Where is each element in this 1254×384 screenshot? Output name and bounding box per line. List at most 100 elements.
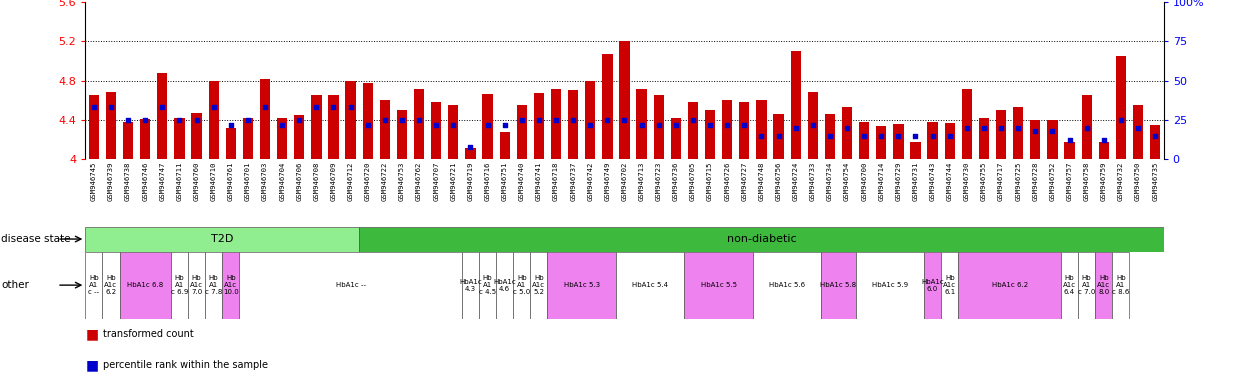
Bar [962,89,972,159]
Text: GSM946711: GSM946711 [177,161,182,201]
Point [84,104,104,111]
Bar [1095,252,1112,319]
Point [597,117,617,123]
Bar [1013,107,1023,159]
Text: GSM946760: GSM946760 [193,161,199,201]
Bar [586,81,596,159]
Text: percentile rank within the sample: percentile rank within the sample [103,360,267,370]
Bar [380,100,390,159]
Bar [226,128,236,159]
Text: Hb
A1c
6.4: Hb A1c 6.4 [1063,275,1076,295]
Bar [821,252,855,319]
Bar [1061,252,1078,319]
Bar [688,102,698,159]
Text: GSM946753: GSM946753 [399,161,405,201]
Point [683,117,703,123]
Bar [345,81,356,159]
Bar [295,115,305,159]
Text: GSM946743: GSM946743 [929,161,935,201]
Point [648,122,668,128]
Point [494,122,514,128]
Bar [1047,120,1057,159]
Point [939,133,959,139]
Bar [105,93,117,159]
Point [905,133,925,139]
Text: GSM946715: GSM946715 [707,161,714,201]
Bar [171,252,188,319]
Text: Hb
A1c
5.2: Hb A1c 5.2 [533,275,545,295]
Text: GSM946752: GSM946752 [1050,161,1056,201]
Text: ■: ■ [85,358,98,372]
Text: GSM946740: GSM946740 [519,161,524,201]
Point [563,117,583,123]
Point [836,125,856,131]
Text: GSM946731: GSM946731 [913,161,918,201]
Text: other: other [1,280,29,290]
Bar [414,89,424,159]
Point [324,104,344,111]
Point [306,104,326,111]
Point [666,122,686,128]
Bar [362,83,372,159]
Point [1060,137,1080,144]
Point [1129,125,1149,131]
Point [203,104,223,111]
Text: HbA1c 6.2: HbA1c 6.2 [992,282,1028,288]
Point [769,133,789,139]
Text: HbA1c --: HbA1c -- [336,282,366,288]
Text: Hb
A1
c 7.0: Hb A1 c 7.0 [1078,275,1095,295]
Text: Hb
A1c
6.2: Hb A1c 6.2 [104,275,118,295]
Point [221,122,241,128]
Point [1042,128,1062,134]
Text: GSM946707: GSM946707 [433,161,439,201]
Bar [461,252,479,319]
Bar [396,110,408,159]
Point [409,117,429,123]
Bar [942,252,958,319]
Bar [979,118,989,159]
Text: GSM946738: GSM946738 [125,161,132,201]
Text: GSM946723: GSM946723 [656,161,662,201]
Bar [790,51,801,159]
Bar [774,114,784,159]
Bar [479,252,497,319]
Text: GSM946724: GSM946724 [793,161,799,201]
Text: GSM946761: GSM946761 [228,161,233,201]
Bar [859,122,869,159]
Point [786,125,806,131]
Text: GSM946703: GSM946703 [262,161,268,201]
Text: GSM946741: GSM946741 [535,161,542,201]
Text: GSM946742: GSM946742 [587,161,593,201]
Bar [1081,95,1092,159]
Text: Hb
A1
c 5.0: Hb A1 c 5.0 [513,275,530,295]
Text: HbA1c
4.6: HbA1c 4.6 [493,279,517,291]
Text: GSM946755: GSM946755 [981,161,987,201]
Text: transformed count: transformed count [103,329,193,339]
Text: GSM946733: GSM946733 [810,161,816,201]
Bar [739,102,750,159]
Text: GSM946729: GSM946729 [895,161,902,201]
Text: GSM946710: GSM946710 [211,161,217,201]
Point [118,117,138,123]
Text: GSM946748: GSM946748 [759,161,765,201]
Text: GSM946756: GSM946756 [775,161,781,201]
Point [375,117,395,123]
Text: GSM946718: GSM946718 [553,161,559,201]
Text: GSM946708: GSM946708 [314,161,320,201]
Bar [958,252,1061,319]
Point [393,117,413,123]
Text: GSM946735: GSM946735 [1152,161,1159,201]
Text: disease state: disease state [1,234,70,244]
Text: GSM946747: GSM946747 [159,161,166,201]
Text: GSM946706: GSM946706 [296,161,302,201]
Point [135,117,155,123]
Text: GSM946721: GSM946721 [450,161,456,201]
Bar [499,132,510,159]
Text: non-diabetic: non-diabetic [726,234,796,244]
Bar [1150,125,1160,159]
Bar [924,252,942,319]
Bar [722,100,732,159]
Text: ■: ■ [85,327,98,341]
Bar [530,252,548,319]
Bar [483,94,493,159]
